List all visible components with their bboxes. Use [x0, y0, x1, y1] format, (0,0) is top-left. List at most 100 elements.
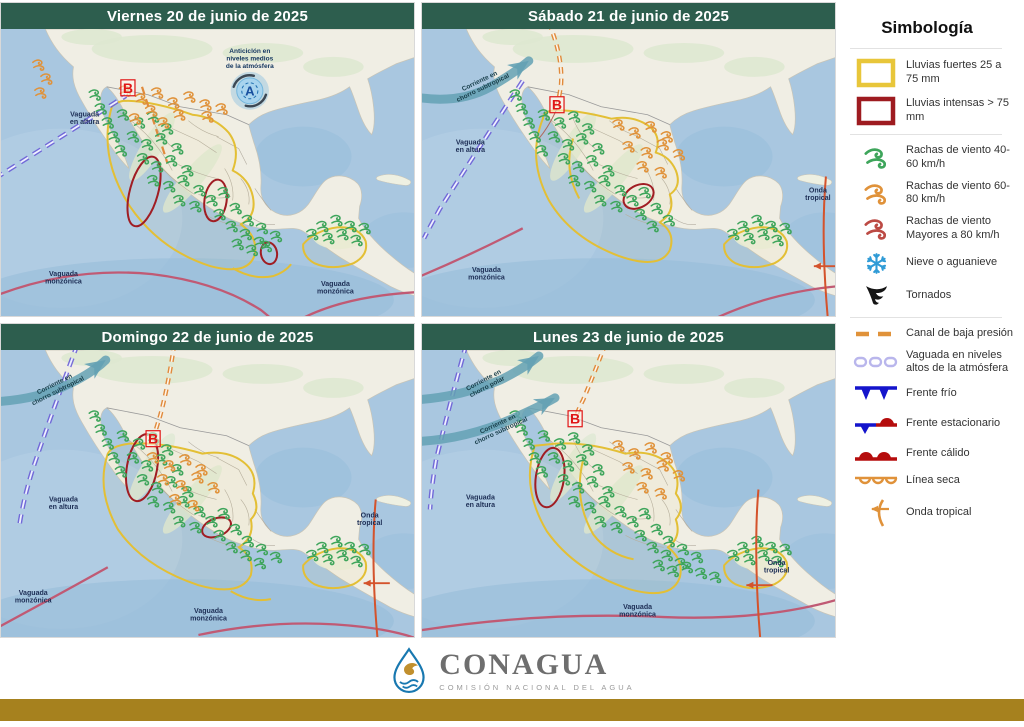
legend-item-label: Frente cálido	[906, 447, 970, 460]
legend-item-tropical-wave: Onda tropical	[850, 498, 1016, 528]
wind-gust-80-icon	[850, 215, 902, 242]
panel-header: Lunes 23 de junio de 2025	[422, 324, 835, 350]
map-label: Vaguada monzónica	[619, 604, 656, 618]
legend-item-label: Lluvias fuertes 25 a 75 mm	[906, 59, 1002, 85]
upper-trough-icon	[850, 354, 902, 370]
panel-header: Sábado 21 de junio de 2025	[422, 3, 835, 29]
map-label: Vaguada en altura	[456, 140, 485, 154]
legend-item-low-pressure-channel: Canal de baja presión	[850, 327, 1016, 341]
cold-front-icon	[850, 384, 902, 404]
tropical-wave-line	[746, 489, 773, 637]
stationary-front-icon	[850, 412, 902, 436]
conagua-brand: CONAGUA COMISIÓN NACIONAL DEL AGUA	[389, 646, 635, 695]
map-label: Vaguada monzónica	[190, 608, 227, 622]
legend-item-stationary-front: Frente estacionario	[850, 412, 1016, 436]
monsoon-trough-line	[1, 271, 414, 316]
legend-item-upper-trough: Vaguada en niveles altos de la atmósfera	[850, 349, 1016, 377]
conagua-subtitle: COMISIÓN NACIONAL DEL AGUA	[439, 682, 635, 692]
legend-item-cold-front: Frente frío	[850, 384, 1016, 404]
jet-stream-arrow	[422, 393, 560, 446]
legend-item-label: Rachas de viento 40-60 km/h	[906, 144, 1010, 170]
weather-map-sabado: Onda tropical Corriente enchorro subtropic…	[422, 29, 835, 316]
content-area: Viernes 20 de junio de 2025 Vaguada en al…	[0, 2, 1016, 638]
legend-item-wind-gust-80: Rachas de viento Mayores a 80 km/h	[850, 215, 1016, 243]
low-marker-letter: B	[123, 80, 133, 96]
map-label: Vaguada en altura	[70, 112, 99, 126]
wind-gust-40-icon	[850, 144, 902, 171]
anticyclone-letter: A	[245, 83, 255, 98]
upper-trough-line	[422, 79, 525, 240]
map-label: Vaguada monzónica	[45, 271, 82, 285]
weather-map-lunes: Onda tropical Corriente enchorro polar Corr…	[422, 350, 835, 637]
legend-item-label: Canal de baja presión	[906, 326, 1014, 339]
divider	[850, 134, 1002, 135]
legend-item-label: Tornados	[906, 289, 952, 302]
heavy-rain-area	[106, 99, 368, 279]
forecast-grid: Viernes 20 de junio de 2025 Vaguada en al…	[0, 2, 836, 638]
upper-trough-line	[1, 93, 128, 178]
weather-map-domingo: Onda tropical Corriente enchorro subtropic…	[1, 350, 414, 637]
panel-sabado: Sábado 21 de junio de 2025 Onda tropical C…	[421, 2, 836, 317]
panel-header: Viernes 20 de junio de 2025	[1, 3, 414, 29]
divider	[850, 48, 1002, 49]
tropical-wave-line	[363, 499, 390, 637]
legend-item-tornado: Tornados	[850, 284, 1016, 309]
low-marker-letter: B	[148, 431, 158, 447]
intense-rain-area	[622, 183, 655, 210]
base-map	[422, 29, 835, 316]
snowflake-icon	[850, 251, 902, 276]
map-label: Onda tropical	[805, 187, 830, 201]
upper-trough-line	[427, 350, 468, 510]
panel-title: Lunes 23 de junio de 2025	[533, 328, 724, 346]
low-pressure-chain	[572, 350, 606, 421]
legend-item-snowflake: Nieve o aguanieve	[850, 251, 1016, 276]
legend-item-heavy-rain-box: Lluvias fuertes 25 a 75 mm	[850, 58, 1016, 88]
legend-rows: Lluvias fuertes 25 a 75 mm Lluvias intens…	[850, 58, 1016, 528]
low-marker-letter: B	[552, 97, 562, 113]
low-pressure-chain	[548, 29, 564, 108]
tropical-wave-icon	[850, 498, 902, 528]
legend-item-intense-rain-box: Lluvias intensas > 75 mm	[850, 96, 1016, 126]
panel-viernes: Viernes 20 de junio de 2025 Vaguada en al…	[0, 2, 415, 317]
map-label: Onda tropical	[357, 512, 382, 526]
anticyclone-icon: A	[230, 71, 269, 110]
weather-map-viernes: Vaguada en altura Vaguada monzónica Vaguada m…	[1, 29, 414, 316]
legend-item-label: Vaguada en niveles altos de la atmósfera	[906, 348, 1009, 375]
monsoon-trough-line	[422, 227, 835, 316]
map-label: Vaguada en altura	[49, 496, 78, 510]
legend-item-wind-gust-60: Rachas de viento 60-80 km/h	[850, 180, 1016, 208]
panel-title: Sábado 21 de junio de 2025	[527, 7, 730, 25]
legend-title: Simbología	[881, 18, 973, 37]
map-label: Vaguada monzónica	[317, 281, 354, 295]
legend-item-label: Rachas de viento 60-80 km/h	[906, 179, 1010, 206]
low-pressure-channel-icon	[850, 327, 902, 341]
map-label: Vaguada monzónica	[15, 590, 52, 604]
legend-item-label: Nieve o aguanieve	[906, 256, 998, 269]
dry-line-icon	[850, 472, 902, 490]
low-pressure-marker: B	[120, 79, 136, 97]
legend-item-dry-line: Línea seca	[850, 472, 1016, 490]
panel-header: Domingo 22 de junio de 2025	[1, 324, 414, 350]
low-pressure-marker: B	[567, 410, 583, 428]
intense-rain-box-icon	[850, 96, 902, 126]
low-pressure-marker: B	[549, 96, 565, 114]
monsoon-trough-line	[1, 566, 414, 637]
jet-stream-arrow	[422, 56, 534, 104]
wind-gust-60-icon	[850, 180, 902, 207]
accent-bar	[0, 699, 1024, 721]
low-pressure-marker: B	[145, 430, 161, 448]
upper-trough-line	[16, 350, 78, 528]
legend-item-label: Rachas de viento Mayores a 80 km/h	[906, 215, 1000, 241]
legend-item-label: Frente frío	[906, 387, 957, 400]
heavy-rain-box-icon	[850, 58, 902, 88]
jet-stream-arrow	[1, 355, 111, 406]
legend-item-warm-front: Frente cálido	[850, 444, 1016, 464]
footer: CONAGUA COMISIÓN NACIONAL DEL AGUA	[0, 642, 1024, 699]
low-marker-letter: B	[570, 411, 580, 427]
tropical-wave-line	[813, 176, 835, 316]
legend-item-label: Frente estacionario	[906, 417, 1001, 430]
legend-item-label: Lluvias intensas > 75 mm	[906, 97, 1010, 123]
panel-lunes: Lunes 23 de junio de 2025 Onda tropical Co…	[421, 323, 836, 638]
conagua-logo-icon	[393, 646, 425, 693]
